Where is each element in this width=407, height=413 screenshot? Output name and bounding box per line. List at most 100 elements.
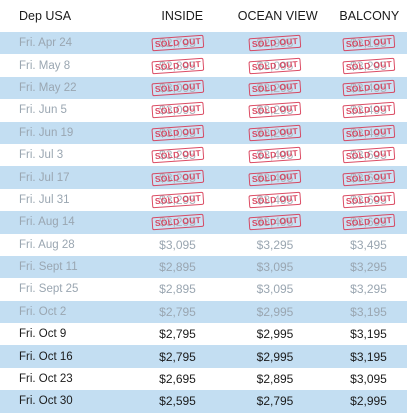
header-balcony: BALCONY <box>339 9 400 23</box>
inside-price: $2,695 <box>159 372 196 387</box>
ocean-price: $3,095 <box>256 58 294 73</box>
ocean-price: $3,495 <box>256 148 294 163</box>
table-row: Fri. Oct 2 $2,795 $2,995 $3,195 <box>0 300 407 324</box>
sold-out-stamp: SOLD OUT <box>341 214 396 231</box>
table-row: Fri. Jul 3 $3,295 SOLD OUT $3,495 SOLD OUT $3… <box>0 143 407 167</box>
sold-out-stamp: SOLD OUT <box>150 124 205 142</box>
ocean-price-cell: $3,295 SOLD OUT <box>220 122 330 144</box>
balcony-price: $2,995 <box>350 394 387 409</box>
inside-price: $2,895 <box>159 282 196 297</box>
ocean-price-cell: $3,095 <box>220 256 330 278</box>
balcony-price-cell: $3,295 <box>330 278 407 300</box>
sold-out-stamp: SOLD OUT <box>341 146 396 164</box>
departure-date: Fri. May 22 <box>19 81 77 94</box>
balcony-price: $3,495 <box>350 80 387 95</box>
inside-price-cell: $3,295 SOLD OUT <box>135 166 220 188</box>
departure-date: Fri. Sept 11 <box>19 261 78 274</box>
ocean-price-cell: $3,295 <box>220 234 330 256</box>
balcony-price-cell: $3,495 SOLD OUT <box>330 77 407 99</box>
table-row: Fri. Aug 28 $3,095 $3,295 $3,495 <box>0 233 407 256</box>
sold-out-stamp: SOLD OUT <box>248 79 302 97</box>
inside-price-cell: $2,795 SOLD OUT <box>135 32 220 54</box>
inside-price-cell: $2,895 <box>135 256 220 278</box>
ocean-price: $3,095 <box>256 282 294 297</box>
ocean-price-cell: $3,495 SOLD OUT <box>220 189 330 211</box>
inside-price: $3,095 <box>159 237 196 252</box>
inside-price: $3,295 <box>159 192 196 207</box>
ocean-price: $3,295 <box>256 80 294 95</box>
departure-date: Fri. Oct 23 <box>19 373 73 386</box>
departure-date: Fri. Apr 24 <box>19 37 73 50</box>
inside-price: $3,095 <box>159 125 196 140</box>
departure-date: Fri. Jul 17 <box>19 171 70 184</box>
ocean-price-cell: $3,495 SOLD OUT <box>220 211 330 233</box>
balcony-price-cell: $3,295 SOLD OUT <box>330 54 407 76</box>
sold-out-stamp: SOLD OUT <box>341 34 396 52</box>
ocean-price: $3,095 <box>256 260 294 275</box>
inside-price: $2,795 <box>159 304 196 319</box>
sold-out-stamp: SOLD OUT <box>248 146 302 164</box>
ocean-price: $2,995 <box>256 349 294 364</box>
balcony-price: $3,295 <box>350 58 387 73</box>
inside-price-cell: $2,795 <box>135 345 220 367</box>
departure-date: Fri. Aug 28 <box>19 238 75 251</box>
ocean-price-cell: $2,995 <box>220 301 330 323</box>
inside-price-cell: $3,295 SOLD OUT <box>135 189 220 211</box>
table-row: Fri. Sept 11 $2,895 $3,095 $3,295 <box>0 255 407 279</box>
balcony-price: $3,195 <box>350 327 387 342</box>
inside-price-cell: $3,295 SOLD OUT <box>135 211 220 233</box>
departure-date: Fri. Oct 30 <box>19 395 73 408</box>
sold-out-stamp: SOLD OUT <box>248 214 302 231</box>
ocean-price: $3,295 <box>256 103 294 118</box>
balcony-price: $3,495 <box>350 103 387 118</box>
balcony-price: $3,095 <box>350 372 387 387</box>
inside-price: $3,295 <box>159 170 196 185</box>
balcony-price-cell: $3,695 SOLD OUT <box>330 144 407 166</box>
ocean-price-cell: $3,295 SOLD OUT <box>220 77 330 99</box>
inside-price: $2,595 <box>159 394 196 409</box>
balcony-price-cell: $3,495 <box>330 234 407 256</box>
sold-out-stamp: SOLD OUT <box>150 34 205 52</box>
inside-price-cell: $3,095 SOLD OUT <box>135 122 220 144</box>
balcony-price-cell: $3,295 <box>330 256 407 278</box>
ocean-price: $2,995 <box>256 327 294 342</box>
ocean-price-cell: $2,895 <box>220 368 330 390</box>
sold-out-stamp: SOLD OUT <box>341 124 396 142</box>
sold-out-stamp: SOLD OUT <box>248 191 302 209</box>
sold-out-stamp: SOLD OUT <box>341 102 396 119</box>
sold-out-stamp: SOLD OUT <box>341 79 396 97</box>
sold-out-stamp: SOLD OUT <box>248 124 302 142</box>
departure-date: Fri. Jul 31 <box>19 193 70 206</box>
sold-out-stamp: SOLD OUT <box>248 102 302 119</box>
departure-date: Fri. Jun 5 <box>19 104 67 117</box>
table-row: Fri. Oct 9 $2,795 $2,995 $3,195 <box>0 323 407 346</box>
balcony-price: $3,195 <box>350 349 387 364</box>
ocean-price: $3,295 <box>256 125 294 140</box>
ocean-price-cell: $2,995 <box>220 345 330 367</box>
balcony-price: $3,295 <box>350 260 387 275</box>
header-ocean-view: OCEAN VIEW <box>237 9 318 23</box>
inside-price-cell: $2,895 <box>135 278 220 300</box>
inside-price: $3,095 <box>159 80 196 95</box>
sold-out-stamp: SOLD OUT <box>150 191 205 209</box>
ocean-price: $2,795 <box>256 394 294 409</box>
sold-out-stamp: SOLD OUT <box>150 146 205 164</box>
table-row: Fri. Aug 14 $3,295 SOLD OUT $3,495 SOLD OUT $… <box>0 211 407 234</box>
inside-price-cell: $3,295 SOLD OUT <box>135 144 220 166</box>
balcony-price-cell: $3,195 <box>330 323 407 345</box>
departure-date: Fri. Jul 3 <box>19 149 64 162</box>
balcony-price-cell: $2,995 <box>330 390 407 412</box>
balcony-price: $3,695 <box>350 148 387 163</box>
ocean-price-cell: $3,495 SOLD OUT <box>220 166 330 188</box>
departure-date: Fri. May 8 <box>19 59 71 72</box>
header-inside: INSIDE <box>161 9 204 23</box>
table-row: Fri. Jul 17 $3,295 SOLD OUT $3,495 SOLD OUT $… <box>0 166 407 189</box>
balcony-price-cell: $3,495 SOLD OUT <box>330 122 407 144</box>
inside-price: $2,895 <box>159 260 196 275</box>
balcony-price-cell: $3,695 SOLD OUT <box>330 189 407 211</box>
inside-price: $2,795 <box>159 36 196 51</box>
header-dep: Dep USA <box>19 9 72 23</box>
ocean-price-cell: $3,095 <box>220 278 330 300</box>
inside-price-cell: $3,095 SOLD OUT <box>135 99 220 121</box>
